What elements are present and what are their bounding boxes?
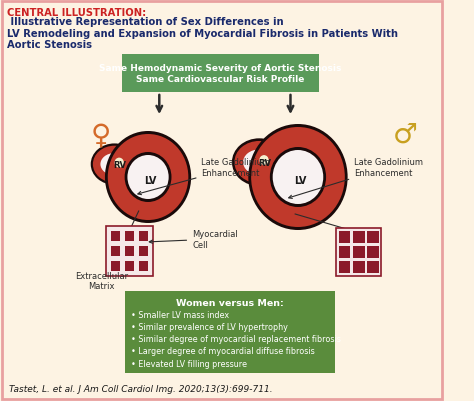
Ellipse shape	[100, 154, 128, 176]
Text: Same Hemodynamic Severity of Aortic Stenosis
Same Cardiovascular Risk Profile: Same Hemodynamic Severity of Aortic Sten…	[99, 64, 341, 83]
Bar	[339, 246, 350, 258]
Text: ♂: ♂	[392, 121, 417, 149]
Text: Women versus Men:: Women versus Men:	[176, 298, 283, 307]
Text: LV: LV	[144, 176, 156, 186]
FancyBboxPatch shape	[125, 291, 336, 373]
Bar	[339, 261, 350, 273]
Text: ♀: ♀	[91, 121, 111, 149]
Circle shape	[128, 156, 169, 200]
Bar	[367, 231, 379, 243]
Text: Tastet, L. et al. J Am Coll Cardiol Img. 2020;13(3):699-711.: Tastet, L. et al. J Am Coll Cardiol Img.…	[9, 384, 273, 393]
Circle shape	[248, 125, 347, 231]
Bar	[110, 261, 120, 271]
Text: Illustrative Representation of Sex Differences in
LV Remodeling and Expansion of: Illustrative Representation of Sex Diffe…	[8, 17, 399, 50]
Bar	[139, 261, 148, 271]
Circle shape	[259, 156, 269, 166]
Bar	[125, 246, 134, 256]
Bar	[339, 231, 350, 243]
Circle shape	[108, 135, 188, 221]
Bar	[353, 246, 365, 258]
Bar	[353, 261, 365, 273]
Bar	[125, 231, 134, 241]
Circle shape	[105, 132, 191, 223]
Ellipse shape	[235, 142, 284, 184]
Text: RV: RV	[114, 160, 127, 169]
Circle shape	[115, 158, 124, 168]
Bar	[125, 261, 134, 271]
Ellipse shape	[91, 144, 138, 185]
FancyBboxPatch shape	[122, 55, 319, 93]
Text: Extracellular
Matrix: Extracellular Matrix	[74, 271, 128, 291]
Bar	[139, 231, 148, 241]
Circle shape	[125, 153, 172, 203]
Text: Myocardial
Cell: Myocardial Cell	[149, 230, 238, 249]
FancyBboxPatch shape	[106, 227, 153, 276]
Bar	[353, 231, 365, 243]
Bar	[367, 261, 379, 273]
Text: • Smaller LV mass index
• Similar prevalence of LV hypertrophy
• Similar degree : • Smaller LV mass index • Similar preval…	[131, 310, 341, 368]
Ellipse shape	[93, 146, 136, 183]
Bar	[367, 246, 379, 258]
Text: Late Gadolinium
Enhancement: Late Gadolinium Enhancement	[289, 158, 423, 199]
Text: CENTRAL ILLUSTRATION:: CENTRAL ILLUSTRATION:	[8, 8, 147, 18]
Circle shape	[273, 151, 323, 205]
FancyBboxPatch shape	[337, 229, 382, 276]
Text: RV: RV	[258, 158, 271, 167]
Ellipse shape	[243, 150, 275, 176]
Circle shape	[251, 128, 345, 227]
Bar	[110, 231, 120, 241]
Bar	[110, 246, 120, 256]
Circle shape	[270, 148, 326, 207]
Text: Late Gadolinium
Enhancement: Late Gadolinium Enhancement	[138, 158, 271, 195]
Text: LV: LV	[294, 176, 306, 186]
Bar	[139, 246, 148, 256]
Ellipse shape	[232, 139, 287, 186]
